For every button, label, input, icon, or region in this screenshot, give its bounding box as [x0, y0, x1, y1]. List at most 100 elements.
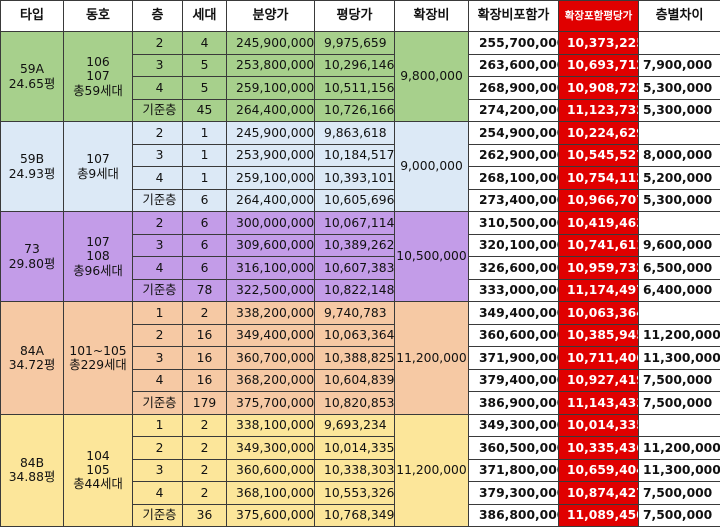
price-cell: 259,100,000	[227, 77, 315, 100]
ppp-cell: 10,296,146	[315, 54, 395, 77]
total-cell: 333,000,000	[469, 279, 559, 302]
price-cell: 349,300,000	[227, 437, 315, 460]
floor-cell: 4	[133, 77, 183, 100]
price-cell: 368,100,000	[227, 482, 315, 505]
total-ppp-cell: 10,014,335	[559, 414, 639, 437]
total-cell: 349,400,000	[469, 302, 559, 325]
units-cell: 1	[183, 144, 227, 167]
price-cell: 245,900,000	[227, 122, 315, 145]
price-cell: 264,400,000	[227, 99, 315, 122]
diff-cell: 7,500,000	[639, 392, 720, 415]
total-ppp-cell: 10,927,419	[559, 369, 639, 392]
ppp-cell: 10,822,148	[315, 279, 395, 302]
header-floor: 층	[133, 1, 183, 32]
floor-cell: 기준층	[133, 392, 183, 415]
header-type: 타입	[1, 1, 64, 32]
floor-cell: 2	[133, 32, 183, 55]
total-cell: 268,100,000	[469, 167, 559, 190]
units-cell: 6	[183, 212, 227, 235]
ppp-cell: 9,975,659	[315, 32, 395, 55]
diff-cell: 7,500,000	[639, 482, 720, 505]
header-total-price-per-pyeong: 확장포함평당가	[559, 1, 639, 32]
floor-cell: 3	[133, 459, 183, 482]
price-cell: 375,700,000	[227, 392, 315, 415]
total-ppp-cell: 10,373,225	[559, 32, 639, 55]
units-cell: 36	[183, 504, 227, 527]
units-cell: 1	[183, 122, 227, 145]
diff-cell: 7,500,000	[639, 369, 720, 392]
diff-cell: 9,600,000	[639, 234, 720, 257]
ppp-cell: 10,067,114	[315, 212, 395, 235]
total-cell: 379,300,000	[469, 482, 559, 505]
price-cell: 360,700,000	[227, 347, 315, 370]
total-ppp-cell: 10,754,112	[559, 167, 639, 190]
total-ppp-cell: 10,741,611	[559, 234, 639, 257]
total-cell: 360,500,000	[469, 437, 559, 460]
total-ppp-cell: 10,874,427	[559, 482, 639, 505]
diff-cell: 5,300,000	[639, 99, 720, 122]
floor-cell: 3	[133, 347, 183, 370]
extension-cost-cell: 9,000,000	[395, 122, 469, 212]
ppp-cell: 10,388,825	[315, 347, 395, 370]
diff-cell	[639, 302, 720, 325]
floor-cell: 2	[133, 437, 183, 460]
ppp-cell: 10,184,517	[315, 144, 395, 167]
diff-cell: 11,300,000	[639, 347, 720, 370]
floor-cell: 기준층	[133, 279, 183, 302]
diff-cell: 6,500,000	[639, 257, 720, 280]
diff-cell: 7,500,000	[639, 504, 720, 527]
units-cell: 2	[183, 302, 227, 325]
total-ppp-cell: 11,123,732	[559, 99, 639, 122]
extension-cost-cell: 11,200,000	[395, 414, 469, 527]
ppp-cell: 9,740,783	[315, 302, 395, 325]
header-units: 세대	[183, 1, 227, 32]
extension-cost-cell: 11,200,000	[395, 302, 469, 415]
extension-cost-cell: 10,500,000	[395, 212, 469, 302]
diff-cell: 6,400,000	[639, 279, 720, 302]
ppp-cell: 10,063,364	[315, 324, 395, 347]
diff-cell: 5,200,000	[639, 167, 720, 190]
total-ppp-cell: 10,063,364	[559, 302, 639, 325]
diff-cell	[639, 212, 720, 235]
units-cell: 2	[183, 459, 227, 482]
units-cell: 179	[183, 392, 227, 415]
total-ppp-cell: 11,143,433	[559, 392, 639, 415]
diff-cell: 5,300,000	[639, 189, 720, 212]
total-ppp-cell: 10,908,722	[559, 77, 639, 100]
units-cell: 6	[183, 189, 227, 212]
units-cell: 45	[183, 99, 227, 122]
total-cell: 254,900,000	[469, 122, 559, 145]
floor-cell: 기준층	[133, 99, 183, 122]
diff-cell: 11,200,000	[639, 437, 720, 460]
total-ppp-cell: 10,545,527	[559, 144, 639, 167]
header-total-with-extension: 확장비포함가	[469, 1, 559, 32]
floor-cell: 1	[133, 414, 183, 437]
total-cell: 263,600,000	[469, 54, 559, 77]
floor-cell: 기준층	[133, 504, 183, 527]
header-price: 분양가	[227, 1, 315, 32]
diff-cell: 5,300,000	[639, 77, 720, 100]
units-cell: 16	[183, 347, 227, 370]
diff-cell: 8,000,000	[639, 144, 720, 167]
units-cell: 6	[183, 234, 227, 257]
total-ppp-cell: 10,693,712	[559, 54, 639, 77]
ppp-cell: 9,693,234	[315, 414, 395, 437]
total-ppp-cell: 10,659,404	[559, 459, 639, 482]
units-cell: 4	[183, 32, 227, 55]
price-cell: 375,600,000	[227, 504, 315, 527]
units-cell: 6	[183, 257, 227, 280]
ppp-cell: 10,820,853	[315, 392, 395, 415]
price-cell: 264,400,000	[227, 189, 315, 212]
